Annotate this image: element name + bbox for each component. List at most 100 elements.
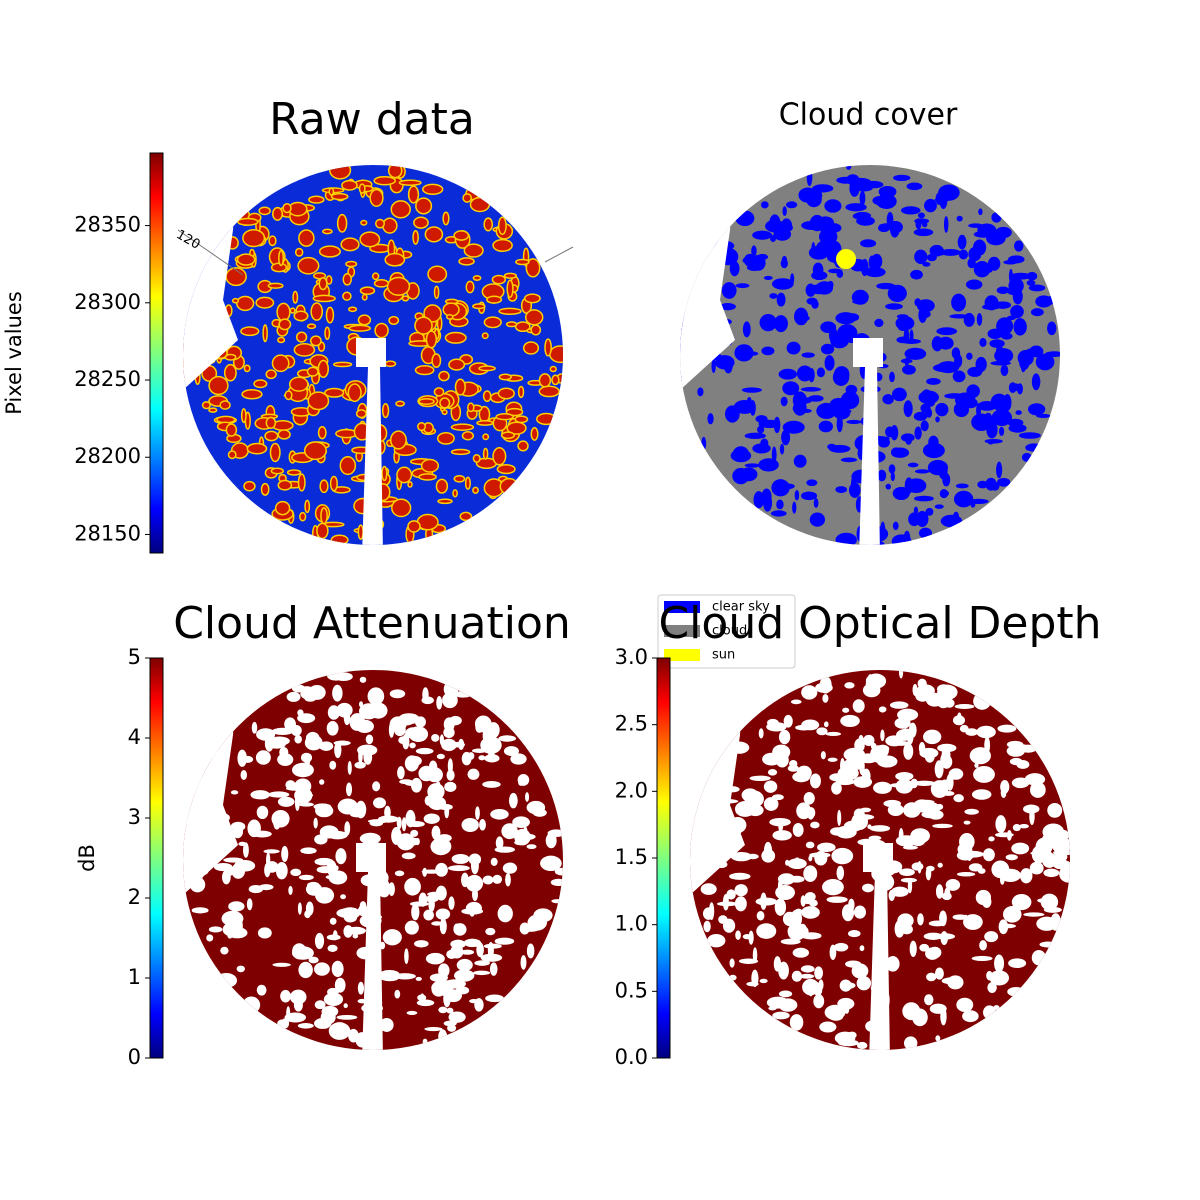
image-patch xyxy=(792,822,804,837)
image-patch xyxy=(306,323,317,330)
image-patch xyxy=(275,861,288,880)
colorbar-label: Pixel values xyxy=(2,291,26,415)
image-patch xyxy=(922,442,945,459)
image-patch xyxy=(230,821,246,832)
image-patch xyxy=(936,327,958,336)
image-patch xyxy=(357,314,372,326)
image-patch xyxy=(917,913,924,926)
image-patch xyxy=(892,486,910,501)
colorbar-tick-label: 1 xyxy=(128,965,141,989)
image-patch xyxy=(937,698,950,709)
image-patch xyxy=(999,923,1017,929)
image-patch xyxy=(844,1000,853,1009)
image-patch xyxy=(979,337,987,348)
image-patch xyxy=(315,804,334,818)
image-patch xyxy=(890,471,895,482)
image-patch xyxy=(348,324,371,332)
image-patch xyxy=(482,875,494,885)
image-patch xyxy=(771,278,794,290)
image-patch xyxy=(260,482,270,496)
image-patch xyxy=(945,878,961,891)
image-patch xyxy=(915,218,922,230)
image-patch xyxy=(789,760,798,768)
image-patch xyxy=(389,689,406,699)
image-patch xyxy=(306,881,320,890)
image-patch xyxy=(1031,949,1046,966)
image-patch xyxy=(1000,787,1007,799)
image-patch xyxy=(1011,842,1030,855)
image-patch xyxy=(435,781,441,791)
image-patch xyxy=(987,982,997,994)
image-patch xyxy=(503,746,519,756)
image-patch xyxy=(955,483,969,489)
image-patch xyxy=(530,427,539,441)
image-patch xyxy=(781,255,788,267)
image-patch xyxy=(365,734,374,745)
colorbar-label: dB xyxy=(75,844,99,872)
image-patch xyxy=(753,491,765,509)
image-patch xyxy=(1002,905,1022,923)
image-patch xyxy=(956,997,974,1013)
image-patch xyxy=(495,836,504,850)
image-patch xyxy=(468,853,482,866)
image-patch xyxy=(876,744,889,758)
image-patch xyxy=(310,302,324,321)
image-patch xyxy=(318,245,341,258)
image-patch xyxy=(284,390,293,401)
image-patch xyxy=(327,944,338,952)
image-patch xyxy=(284,1012,307,1023)
image-patch xyxy=(1008,958,1027,969)
image-patch xyxy=(935,402,949,417)
image-patch xyxy=(735,800,756,817)
image-patch xyxy=(241,389,263,400)
image-patch xyxy=(387,165,403,179)
image-patch xyxy=(328,187,335,196)
image-patch xyxy=(697,387,704,397)
image-patch xyxy=(450,448,471,456)
image-patch xyxy=(818,420,833,433)
image-patch xyxy=(424,1026,443,1032)
image-patch xyxy=(344,821,351,836)
image-patch xyxy=(794,489,800,501)
image-patch xyxy=(965,728,978,736)
image-patch xyxy=(317,426,327,440)
image-patch xyxy=(808,245,829,260)
image-patch xyxy=(847,1031,857,1039)
image-patch xyxy=(767,769,778,776)
image-patch xyxy=(384,360,397,368)
image-patch xyxy=(467,768,480,780)
image-patch xyxy=(263,849,280,854)
image-patch xyxy=(297,473,306,492)
image-patch xyxy=(763,275,773,281)
image-patch xyxy=(438,370,450,382)
image-patch xyxy=(1016,760,1030,769)
colorbar-tick-label: 5 xyxy=(128,645,141,669)
image-patch xyxy=(264,430,279,442)
image-patch xyxy=(957,712,962,723)
image-patch xyxy=(893,174,911,182)
image-patch xyxy=(298,229,315,247)
image-patch xyxy=(749,775,771,782)
image-patch xyxy=(334,672,353,682)
image-patch xyxy=(895,316,915,331)
image-patch xyxy=(771,446,777,464)
image-patch xyxy=(793,454,807,468)
image-patch xyxy=(799,973,815,979)
image-patch xyxy=(236,965,246,973)
image-patch xyxy=(474,960,490,966)
image-patch xyxy=(491,274,507,285)
image-patch xyxy=(303,790,312,802)
image-patch xyxy=(497,387,515,400)
image-patch xyxy=(949,314,969,319)
image-patch xyxy=(963,820,971,825)
image-patch xyxy=(271,727,294,736)
image-patch xyxy=(975,889,992,906)
image-patch xyxy=(228,901,245,912)
image-patch xyxy=(801,352,815,358)
image-patch xyxy=(278,318,292,331)
image-patch xyxy=(425,330,438,349)
image-patch xyxy=(488,747,495,763)
image-patch xyxy=(373,797,386,809)
image-patch xyxy=(914,426,922,440)
image-patch xyxy=(467,402,475,413)
